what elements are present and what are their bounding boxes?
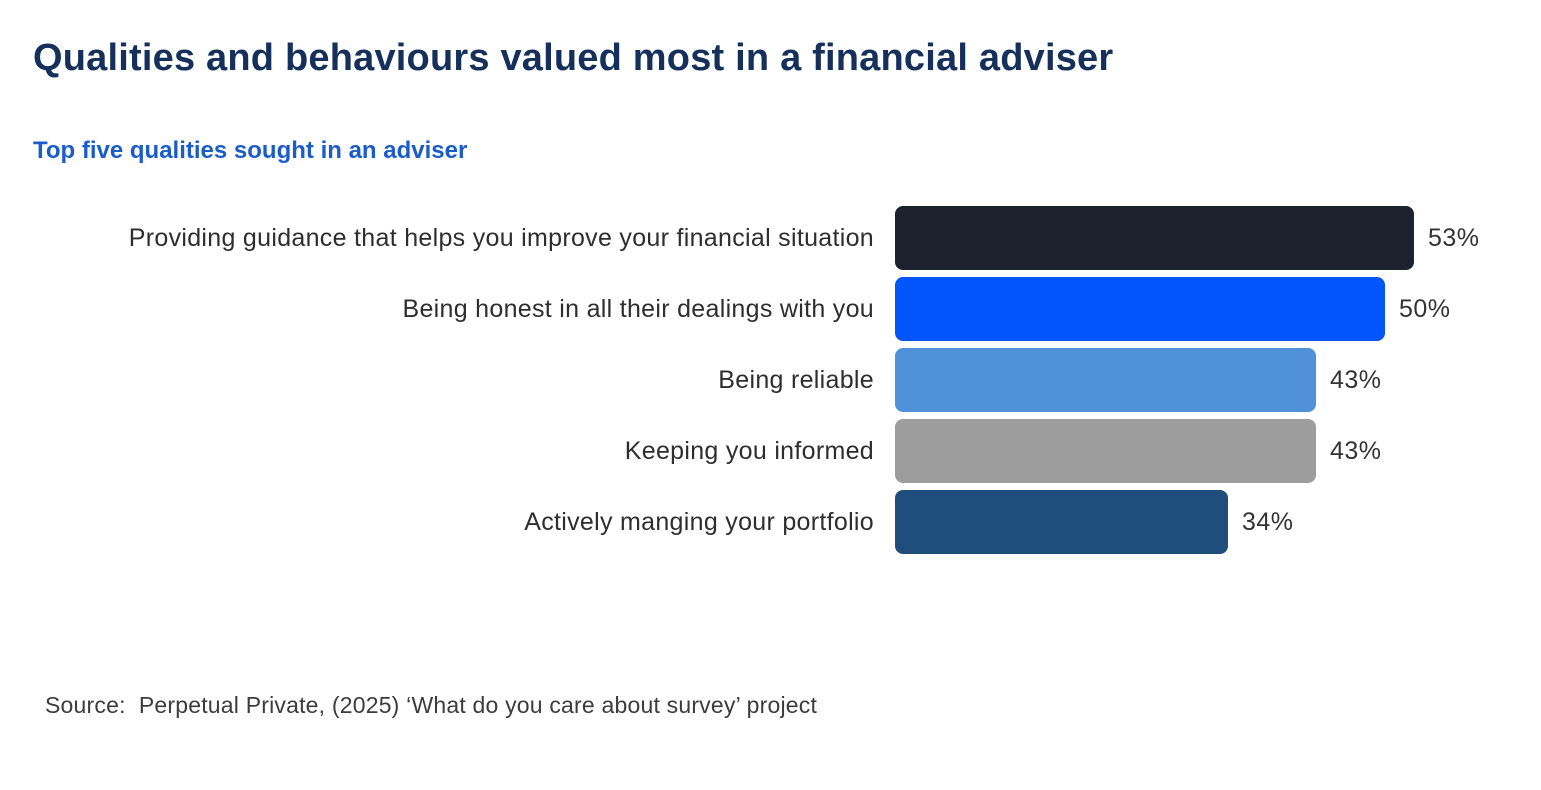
bar	[895, 348, 1316, 412]
bar-area: 43%	[895, 348, 1541, 412]
bar-area: 43%	[895, 419, 1541, 483]
chart-subtitle: Top five qualities sought in an adviser	[33, 137, 468, 164]
bar-row: Actively manging your portfolio 34%	[0, 490, 1541, 554]
horizontal-bar-chart: Providing guidance that helps you improv…	[0, 206, 1541, 554]
category-label: Being reliable	[718, 365, 874, 394]
bar	[895, 206, 1414, 270]
bar-row: Being honest in all their dealings with …	[0, 277, 1541, 341]
value-label: 53%	[1428, 223, 1480, 252]
bar-row: Providing guidance that helps you improv…	[0, 206, 1541, 270]
category-label: Actively manging your portfolio	[524, 507, 874, 536]
value-label: 43%	[1330, 436, 1382, 465]
value-label: 34%	[1242, 507, 1294, 536]
chart-page: Qualities and behaviours valued most in …	[0, 36, 1541, 790]
value-label: 43%	[1330, 365, 1382, 394]
bar-row: Being reliable 43%	[0, 348, 1541, 412]
category-label: Keeping you informed	[624, 436, 874, 465]
bar-area: 34%	[895, 490, 1541, 554]
bar	[895, 419, 1316, 483]
page-title: Qualities and behaviours valued most in …	[33, 37, 1114, 79]
bar	[895, 490, 1228, 554]
category-label: Providing guidance that helps you improv…	[128, 223, 874, 252]
bar	[895, 277, 1385, 341]
bar-row: Keeping you informed 43%	[0, 419, 1541, 483]
source-note: Source: Perpetual Private, (2025) ‘What …	[45, 692, 818, 718]
bar-area: 53%	[895, 206, 1541, 270]
bar-area: 50%	[895, 277, 1541, 341]
value-label: 50%	[1399, 294, 1451, 323]
category-label: Being honest in all their dealings with …	[402, 294, 874, 323]
